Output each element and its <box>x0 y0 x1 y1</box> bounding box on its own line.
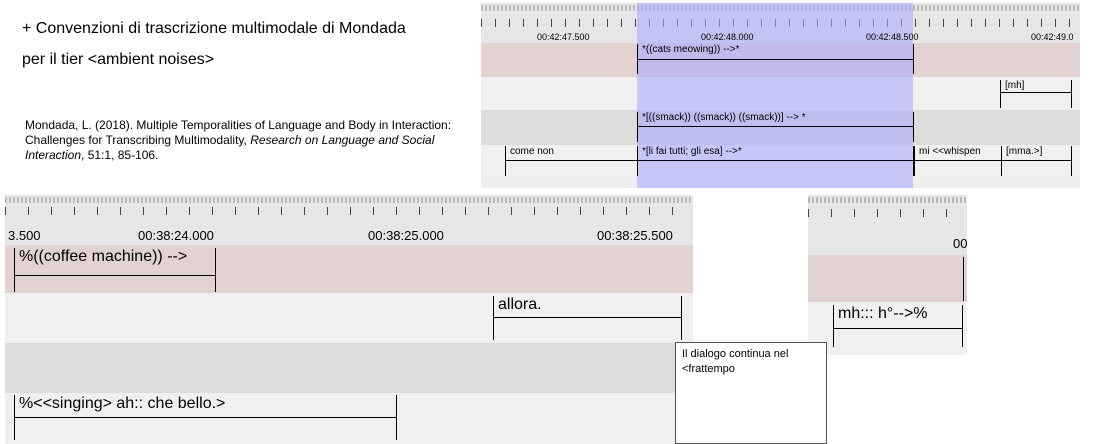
time-label: 00:42:47.500 <box>537 32 590 42</box>
time-label: 00:38:24.000 <box>138 228 214 243</box>
annotation-text: *[li fai tutti; gli esa] -->* <box>642 146 742 157</box>
time-label: 3.500 <box>8 228 41 243</box>
annotation-text: %((coffee machine)) --> <box>19 248 188 265</box>
selection <box>637 3 913 188</box>
citation-text: Mondada, L. (2018). Multiple Temporaliti… <box>25 118 452 147</box>
citation: Mondada, L. (2018). Multiple Temporaliti… <box>25 118 470 163</box>
annotation: %<<singing> ah:: che bello.> <box>14 395 397 440</box>
annotation-text: mi <<whispen <box>919 146 981 157</box>
annotation: come non <box>505 146 638 176</box>
annotation-text: mh::: h°-->% <box>838 305 928 322</box>
time-label: 00:42:48.000 <box>701 32 754 42</box>
citation-details: , 51:1, 85-106. <box>81 148 159 162</box>
annotation-text: [mh] <box>1005 80 1025 91</box>
annotation: mh::: h°-->% <box>833 305 963 347</box>
annotation: [mh] <box>1000 80 1072 108</box>
screenshot: 00 mh::: h°-->% <box>808 195 967 355</box>
note-line: <frattempo <box>682 363 735 375</box>
title: + Convenzioni di trascrizione multimodal… <box>22 20 406 37</box>
annotation: allora. <box>493 296 682 340</box>
tier <box>5 343 693 393</box>
time-label: 00:38:25.000 <box>368 228 444 243</box>
ruler <box>808 195 967 256</box>
annotation-text: come non <box>510 146 554 157</box>
note: Il dialogo continua nel <frattempo <box>675 342 827 444</box>
time-label: 00:42:48.500 <box>866 32 919 42</box>
time-label: 00:38:25.500 <box>597 228 673 243</box>
title: per il tier <ambient noises> <box>22 51 215 68</box>
tier <box>5 245 693 293</box>
annotation-text: allora. <box>498 296 542 313</box>
annotation-text: *((cats meowing)) -->* <box>642 44 740 55</box>
tier <box>5 293 693 343</box>
screenshot: 00:42:47.500 00:42:48.000 00:42:48.500 0… <box>481 3 1080 188</box>
annotation: mi <<whispen <box>914 146 1002 176</box>
annotation: *[((smack)) ((smack)) ((smack))] --> * <box>637 112 914 142</box>
annotation-text: *[((smack)) ((smack)) ((smack))] --> * <box>642 112 806 123</box>
annotation: *[li fai tutti; gli esa] -->* <box>637 146 914 176</box>
time-label: 00 <box>953 236 967 251</box>
tier <box>808 255 967 302</box>
tier <box>5 393 693 444</box>
ruler <box>5 195 693 246</box>
boundary <box>963 257 964 301</box>
time-label: 00:42:49.0 <box>1031 32 1074 42</box>
annotation: [mma.>] <box>1001 146 1072 176</box>
annotation-text: [mma.>] <box>1006 146 1043 157</box>
note-line: Il dialogo continua nel <box>682 348 789 360</box>
screenshot: 3.500 00:38:24.000 00:38:25.000 00:38:25… <box>5 195 693 444</box>
journal: Research on Language and Social Interact… <box>25 133 435 162</box>
annotation: %((coffee machine)) --> <box>14 248 216 292</box>
annotation: *((cats meowing)) -->* <box>637 44 914 74</box>
annotation-text: %<<singing> ah:: che bello.> <box>19 395 226 412</box>
